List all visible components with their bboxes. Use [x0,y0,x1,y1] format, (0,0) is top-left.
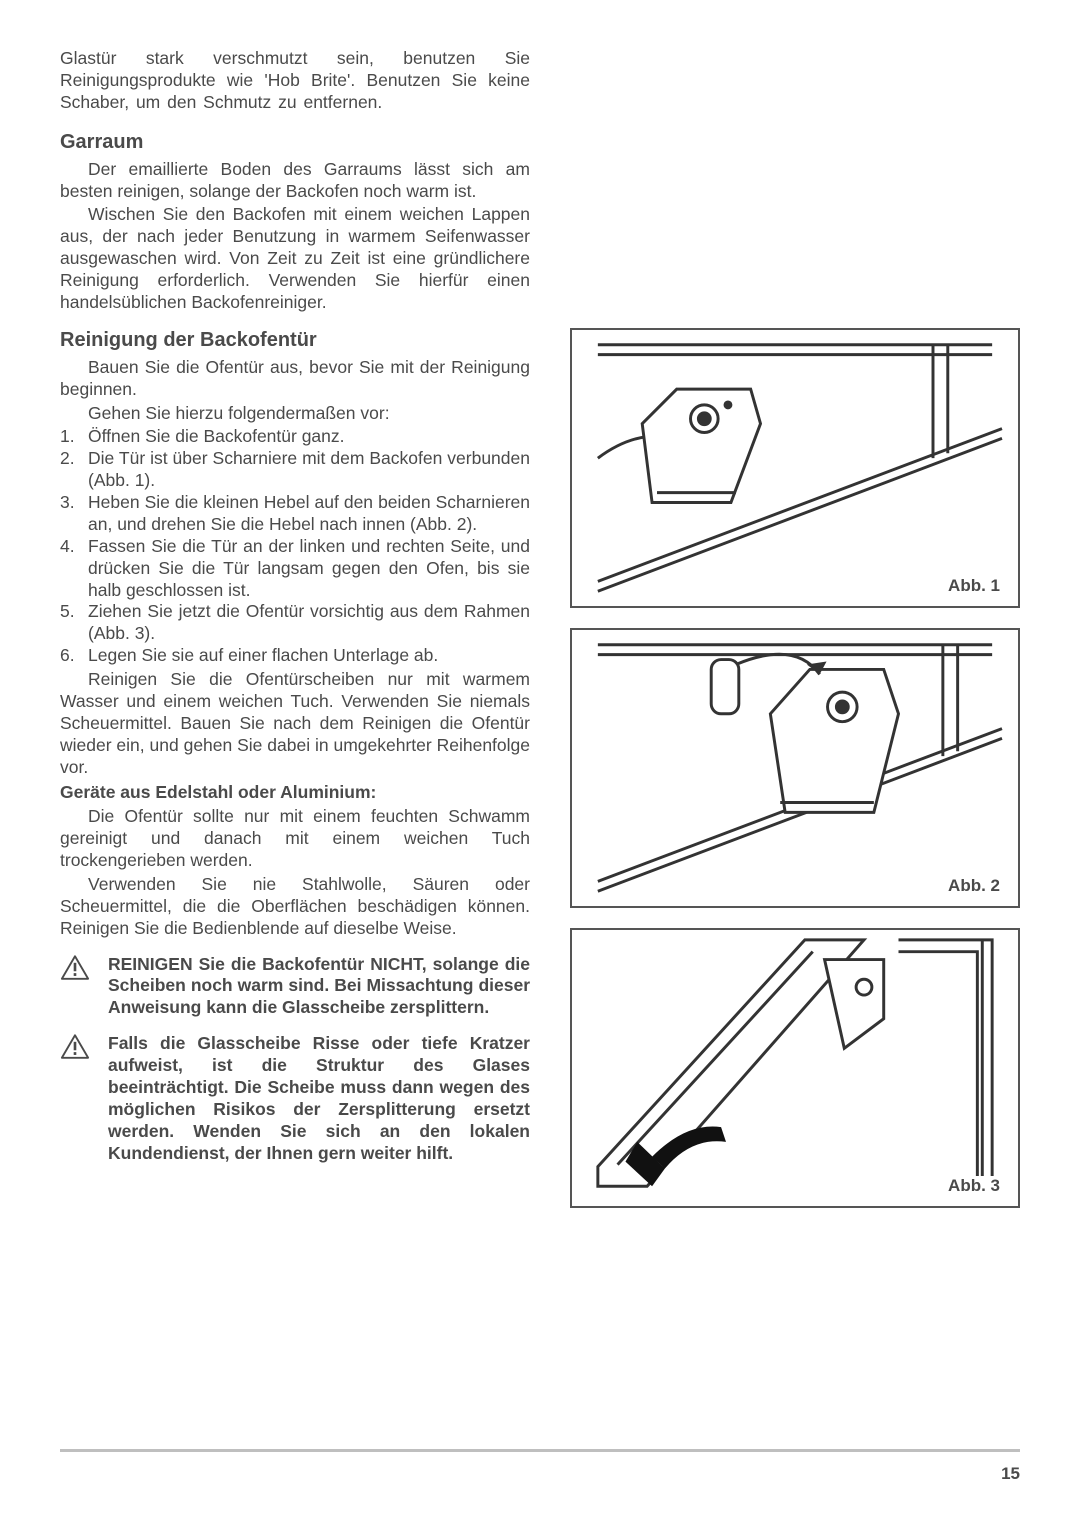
step-text: Legen Sie sie auf einer flachen Unterlag… [88,645,530,667]
figure-3: Abb. 3 [570,928,1020,1208]
step-item: 1.Öffnen Sie die Backofentür ganz. [60,426,530,448]
right-column: Abb. 1 Abb. [570,48,1020,1228]
figure-caption: Abb. 3 [944,1176,1004,1196]
tuer-p2: Gehen Sie hierzu folgendermaßen vor: [60,403,530,425]
step-item: 5.Ziehen Sie jetzt die Ofentür vorsichti… [60,601,530,645]
step-text: Die Tür ist über Scharniere mit dem Back… [88,448,530,492]
step-number: 3. [60,492,88,536]
step-text: Öffnen Sie die Backofentür ganz. [88,426,530,448]
garraum-p1: Der emaillierte Boden des Garraums lässt… [60,159,530,203]
step-text: Ziehen Sie jetzt die Ofentür vorsichtig … [88,601,530,645]
step-number: 5. [60,601,88,645]
tuer-p5: Verwenden Sie nie Stahlwolle, Säuren ode… [60,874,530,940]
heading-tuer: Reinigung der Backofentür [60,328,530,353]
step-number: 4. [60,536,88,602]
tuer-p4: Die Ofentür sollte nur mit einem feuchte… [60,806,530,872]
left-column: Glastür stark verschmutzt sein, benutzen… [60,48,530,1228]
step-item: 6.Legen Sie sie auf einer flachen Unterl… [60,645,530,667]
warning-icon [60,1033,94,1164]
warning-text-2: Falls die Glasscheibe Risse oder tiefe K… [108,1033,530,1164]
figure-2: Abb. 2 [570,628,1020,908]
warning-box-2: Falls die Glasscheibe Risse oder tiefe K… [60,1033,530,1164]
figure-caption: Abb. 1 [944,576,1004,596]
garraum-p2: Wischen Sie den Backofen mit einem weich… [60,204,530,313]
intro-paragraph: Glastür stark verschmutzt sein, benutzen… [60,48,530,114]
step-number: 1. [60,426,88,448]
warning-icon [60,954,94,1020]
step-item: 3.Heben Sie die kleinen Hebel auf den be… [60,492,530,536]
heading-garraum: Garraum [60,130,530,155]
sub-heading-edelstahl: Geräte aus Edelstahl oder Aluminium: [60,782,530,804]
figure-caption: Abb. 2 [944,876,1004,896]
figure-1: Abb. 1 [570,328,1020,608]
page-content: Glastür stark verschmutzt sein, benutzen… [60,48,1020,1228]
tuer-p1: Bauen Sie die Ofentür aus, bevor Sie mit… [60,357,530,401]
step-text: Fassen Sie die Tür an der linken und rec… [88,536,530,602]
step-number: 6. [60,645,88,667]
footer-rule [60,1449,1020,1452]
step-item: 4.Fassen Sie die Tür an der linken und r… [60,536,530,602]
hinge-lever-diagram-icon [572,630,1018,906]
step-text: Heben Sie die kleinen Hebel auf den beid… [88,492,530,536]
warning-text-1: REINIGEN Sie die Backofentür NICHT, sola… [108,954,530,1020]
door-removal-diagram-icon [572,930,1018,1206]
step-number: 2. [60,448,88,492]
tuer-p3: Reinigen Sie die Ofentürscheiben nur mit… [60,669,530,778]
steps-list: 1.Öffnen Sie die Backofentür ganz. 2.Die… [60,426,530,667]
warning-box-1: REINIGEN Sie die Backofentür NICHT, sola… [60,954,530,1020]
step-item: 2.Die Tür ist über Scharniere mit dem Ba… [60,448,530,492]
hinge-diagram-icon [572,330,1018,606]
page-number: 15 [1001,1464,1020,1484]
